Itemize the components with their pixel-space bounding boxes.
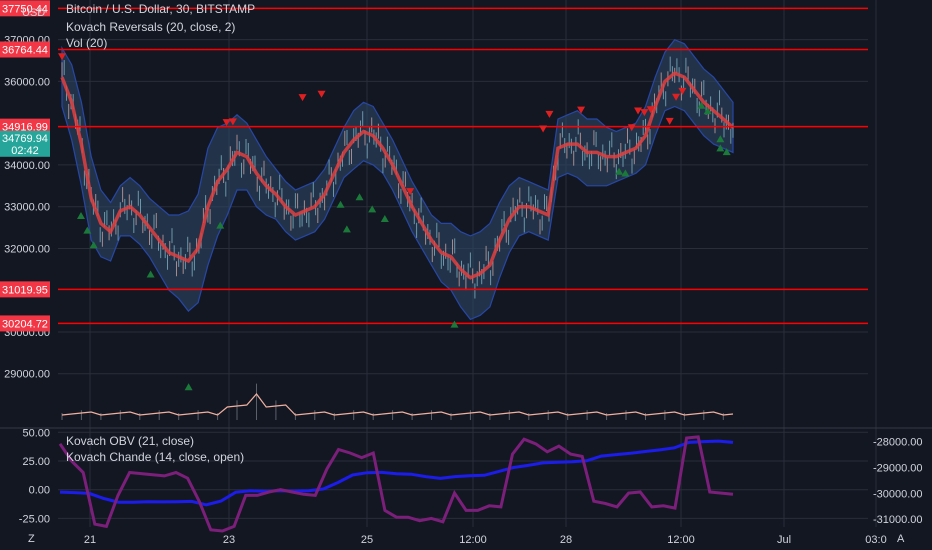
timezone-button[interactable]: Z — [28, 533, 35, 545]
indicator-legend-obv[interactable]: Kovach OBV (21, close) — [66, 434, 195, 448]
sell-marker — [672, 93, 681, 101]
buy-marker — [716, 135, 725, 143]
symbol-title[interactable]: Bitcoin / U.S. Dollar, 30, BITSTAMP — [66, 2, 256, 16]
indicator-legend-chande[interactable]: Kovach Chande (14, close, open) — [66, 450, 245, 464]
buy-marker — [146, 270, 155, 278]
volume-ma-line — [61, 393, 734, 416]
sell-marker — [665, 117, 674, 125]
time-tick-5: 12:00 — [667, 534, 695, 546]
sell-marker — [539, 125, 548, 133]
time-tick-0: 21 — [84, 534, 96, 546]
sell-marker — [678, 87, 687, 95]
reversal-markers — [58, 53, 731, 391]
price-tick-2: 32000.00 — [4, 243, 50, 255]
time-tick-2: 25 — [361, 534, 373, 546]
buy-marker — [716, 144, 725, 152]
sell-marker — [317, 90, 326, 98]
time-axis[interactable]: 21 23 25 12:00 28 12:00 Jul 03:0 — [84, 534, 887, 546]
time-tick-1: 23 — [223, 534, 235, 546]
chande-tick-2: 0.00 — [29, 485, 50, 497]
sell-marker — [545, 110, 554, 118]
reversal-midline — [60, 71, 735, 280]
sell-marker — [634, 107, 643, 115]
last-price-label: 34769.94 — [2, 133, 48, 145]
level-tag-label-0: 37750.44 — [2, 3, 48, 15]
obv-axis[interactable]: -28000.00 -29000.00 -30000.00 -31000.00 — [873, 437, 923, 527]
chande-tick-1: 25.00 — [22, 456, 50, 468]
level-tag-4 — [0, 315, 50, 332]
obv-tick-2: -30000.00 — [873, 488, 923, 500]
countdown-label: 02:42 — [11, 145, 39, 157]
level-tag-label-1: 36764.44 — [2, 45, 48, 57]
level-tag-1 — [0, 41, 50, 58]
chande-tick-3: -25.00 — [19, 513, 50, 525]
sell-marker — [627, 124, 636, 132]
buy-marker — [184, 383, 193, 391]
buy-marker — [703, 107, 712, 115]
indicator-legend-reversals[interactable]: Kovach Reversals (20, close, 2) — [66, 20, 236, 34]
price-axis[interactable]: 29000.0030000.0032000.0033000.0034000.00… — [4, 35, 50, 526]
volume-series — [61, 383, 734, 420]
level-tag-label-2: 34916.99 — [2, 122, 48, 134]
price-tags: 37750.44 36764.44 34916.99 31019.95 30204.72… — [0, 0, 50, 332]
indicator-legend-volume[interactable]: Vol (20) — [66, 36, 108, 50]
sell-marker — [406, 188, 415, 196]
level-tag-2 — [0, 118, 50, 135]
buy-marker — [615, 167, 624, 175]
sell-marker — [640, 109, 649, 117]
price-tick-5: 36000.00 — [4, 76, 50, 88]
level-tag-3 — [0, 281, 50, 298]
buy-marker — [89, 241, 98, 249]
sell-marker — [58, 53, 66, 61]
buy-marker — [355, 193, 364, 201]
oscillator-pane[interactable] — [58, 435, 734, 533]
chande-tick-0: 50.00 — [22, 427, 50, 439]
level-tag-label-4: 30204.72 — [2, 318, 48, 330]
buy-marker — [697, 101, 706, 109]
obv-line — [59, 439, 734, 507]
time-tick-4: 28 — [560, 534, 572, 546]
reversal-band — [61, 38, 734, 321]
buy-marker — [621, 169, 630, 177]
price-tick-3: 33000.00 — [4, 202, 50, 214]
price-tick-4: 34000.00 — [4, 160, 50, 172]
buy-marker — [722, 148, 731, 156]
level-tag-label-3: 31019.95 — [2, 284, 48, 296]
level-tag-0 — [0, 0, 50, 17]
buy-marker — [368, 205, 377, 213]
auto-scale-button[interactable]: A — [897, 533, 905, 545]
buy-marker — [342, 225, 351, 233]
price-pane[interactable] — [58, 7, 868, 420]
sell-marker — [228, 118, 237, 126]
chande-line — [58, 435, 734, 533]
time-tick-7: 03:0 — [865, 534, 886, 546]
sell-marker — [646, 106, 655, 114]
buy-marker — [216, 221, 225, 229]
time-tick-6: Jul — [777, 534, 791, 546]
time-tick-3: 12:00 — [459, 534, 487, 546]
last-price-tag — [0, 130, 50, 157]
obv-tick-3: -31000.00 — [873, 514, 923, 526]
sell-marker — [298, 94, 307, 102]
obv-tick-0: -28000.00 — [873, 437, 923, 449]
buy-marker — [450, 320, 459, 328]
horizontal-levels[interactable] — [58, 7, 868, 325]
currency-label[interactable]: USD — [22, 7, 46, 19]
price-tick-0: 29000.00 — [4, 369, 50, 381]
obv-tick-1: -29000.00 — [873, 463, 923, 475]
buy-marker — [380, 214, 389, 222]
buy-marker — [336, 200, 345, 208]
buy-marker — [76, 212, 85, 220]
buy-marker — [83, 226, 92, 234]
sell-marker — [577, 106, 586, 114]
sell-marker — [222, 119, 231, 127]
